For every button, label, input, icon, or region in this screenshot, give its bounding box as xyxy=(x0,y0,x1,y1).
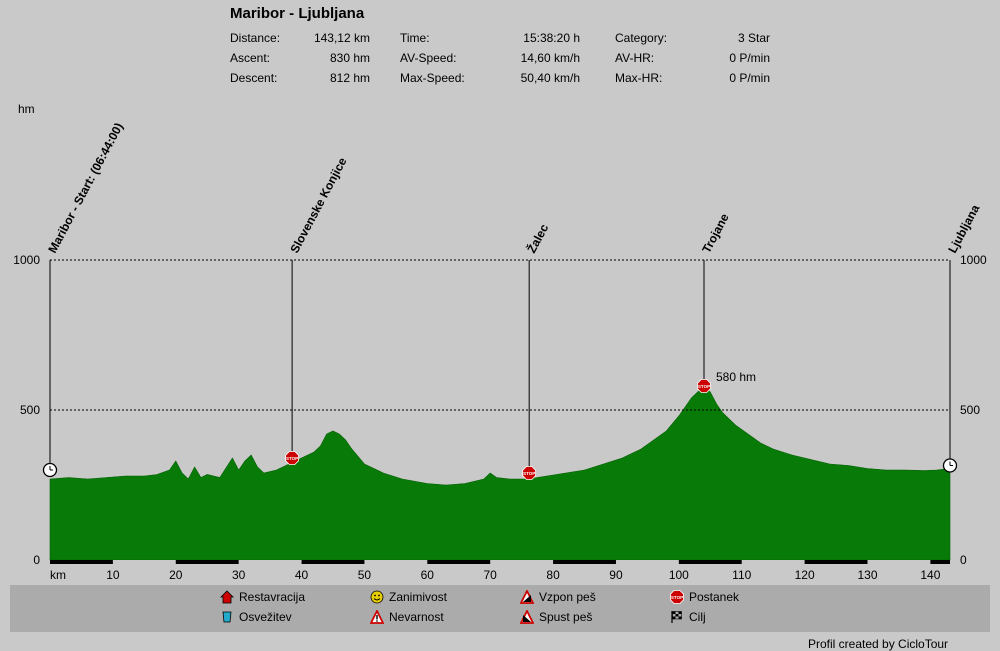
x-axis-segment xyxy=(238,560,302,564)
elevation-area xyxy=(49,385,951,561)
warning-icon xyxy=(370,610,384,624)
stat-label: Max-HR: xyxy=(615,71,663,85)
finish-flag-icon xyxy=(671,611,682,623)
legend-item-refreshment: Osvežitev xyxy=(220,610,292,624)
x-tick-label: 70 xyxy=(484,568,498,582)
legend-label: Cilj xyxy=(689,610,706,624)
x-tick-label: 100 xyxy=(669,568,689,582)
x-tick-label: 120 xyxy=(795,568,815,582)
waypoint-label: Trojane xyxy=(699,211,732,256)
x-axis-segment xyxy=(490,560,554,564)
y-tick-label: 500 xyxy=(20,403,40,417)
smiley-icon xyxy=(370,590,384,604)
legend-item-climb-walk: Vzpon peš xyxy=(520,590,596,604)
x-axis-segment xyxy=(112,560,176,564)
x-axis-segment xyxy=(867,560,931,564)
y-tick-label: 1000 xyxy=(13,253,40,267)
stat-label: Time: xyxy=(400,31,430,45)
stop-sign-text: STOP xyxy=(286,456,298,461)
y-tick-label-right: 0 xyxy=(960,553,967,567)
stat-value: 812 hm xyxy=(329,71,370,85)
x-axis-label: km xyxy=(50,568,66,582)
legend-label: Zanimivost xyxy=(389,590,448,604)
stat-label: Category: xyxy=(615,31,668,45)
stat-label: Max-Speed: xyxy=(400,71,465,85)
legend-item-danger: Nevarnost xyxy=(370,610,444,624)
stat-value: 14,60 km/h xyxy=(520,51,580,65)
legend-item-finish: Cilj xyxy=(670,610,706,624)
climb-walk-icon xyxy=(520,590,534,604)
stat-label: Descent: xyxy=(230,71,278,85)
waypoint-label: Ljubljana xyxy=(945,202,982,255)
credit-text: Profil created by CicloTour xyxy=(808,637,949,651)
elevation-profile-chart: 0 0 500 500 1000 1000 hm km 10 20 30 40 50 60 70 80 90 10… xyxy=(13,102,987,582)
stop-sign-text: STOP xyxy=(698,384,710,389)
x-axis-segment xyxy=(741,560,805,564)
legend-label: Postanek xyxy=(689,590,740,604)
stop-sign-icon xyxy=(697,379,711,393)
x-tick-label: 20 xyxy=(169,568,183,582)
x-tick-label: 10 xyxy=(106,568,120,582)
legend-label: Vzpon peš xyxy=(539,590,596,604)
stat-value: 143,12 km xyxy=(313,31,370,45)
stat-label: AV-HR: xyxy=(615,51,655,65)
stop-icon: STOP xyxy=(670,590,684,604)
peak-annotation: 580 hm xyxy=(716,370,756,384)
descent-walk-icon xyxy=(520,610,534,624)
x-tick-label: 110 xyxy=(732,568,751,582)
legend-label: Restavracija xyxy=(239,590,306,604)
svg-text:STOP: STOP xyxy=(671,595,683,600)
stop-sign-icon xyxy=(285,451,300,465)
legend-label: Osvežitev xyxy=(239,610,292,624)
stop-sign-icon xyxy=(522,466,536,480)
legend-item-stop: STOP Postanek xyxy=(670,590,739,604)
x-tick-label: 40 xyxy=(295,568,309,582)
x-tick-label: 140 xyxy=(920,568,940,582)
stat-label: Distance: xyxy=(230,31,281,45)
profile-title: Maribor - Ljubljana xyxy=(230,5,365,22)
stat-value: 15:38:20 h xyxy=(523,31,580,45)
x-axis-segment xyxy=(615,560,679,564)
waypoint-label: Žalec xyxy=(524,221,552,255)
x-tick-label: 50 xyxy=(358,568,372,582)
x-tick-label: 80 xyxy=(546,568,560,582)
refreshment-icon xyxy=(222,611,232,623)
stat-value: 50,40 km/h xyxy=(520,71,580,85)
waypoint-label: Maribor - Start: (06:44:00) xyxy=(45,120,126,255)
stat-label: Ascent: xyxy=(230,51,271,65)
legend-item-descent-walk: Spust peš xyxy=(520,610,592,624)
restaurant-icon xyxy=(220,590,234,604)
x-tick-label: 30 xyxy=(232,568,246,582)
y-tick-label-right: 500 xyxy=(960,403,980,417)
stat-value: 830 hm xyxy=(329,51,370,65)
stop-sign-text: STOP xyxy=(523,471,535,476)
stat-label: AV-Speed: xyxy=(400,51,457,65)
stat-value: 3 Star xyxy=(737,31,770,45)
x-axis-segment xyxy=(364,560,428,564)
legend-label: Spust peš xyxy=(539,610,593,624)
legend-label: Nevarnost xyxy=(389,610,444,624)
x-tick-label: 130 xyxy=(857,568,877,582)
stat-value: 0 P/min xyxy=(729,71,770,85)
x-tick-label: 90 xyxy=(609,568,623,582)
y-axis-label: hm xyxy=(18,102,35,116)
legend-item-interest: Zanimivost xyxy=(370,590,447,604)
stat-value: 0 P/min xyxy=(729,51,770,65)
legend-item-restaurant: Restavracija xyxy=(220,590,305,604)
x-tick-label: 60 xyxy=(421,568,435,582)
legend-panel: Restavracija Osvežitev Zanimivost Nevarn… xyxy=(10,585,990,632)
y-tick-label-right: 1000 xyxy=(960,253,987,267)
y-tick-label: 0 xyxy=(33,553,40,567)
waypoint-label: Slovenske Konjice xyxy=(287,155,349,255)
